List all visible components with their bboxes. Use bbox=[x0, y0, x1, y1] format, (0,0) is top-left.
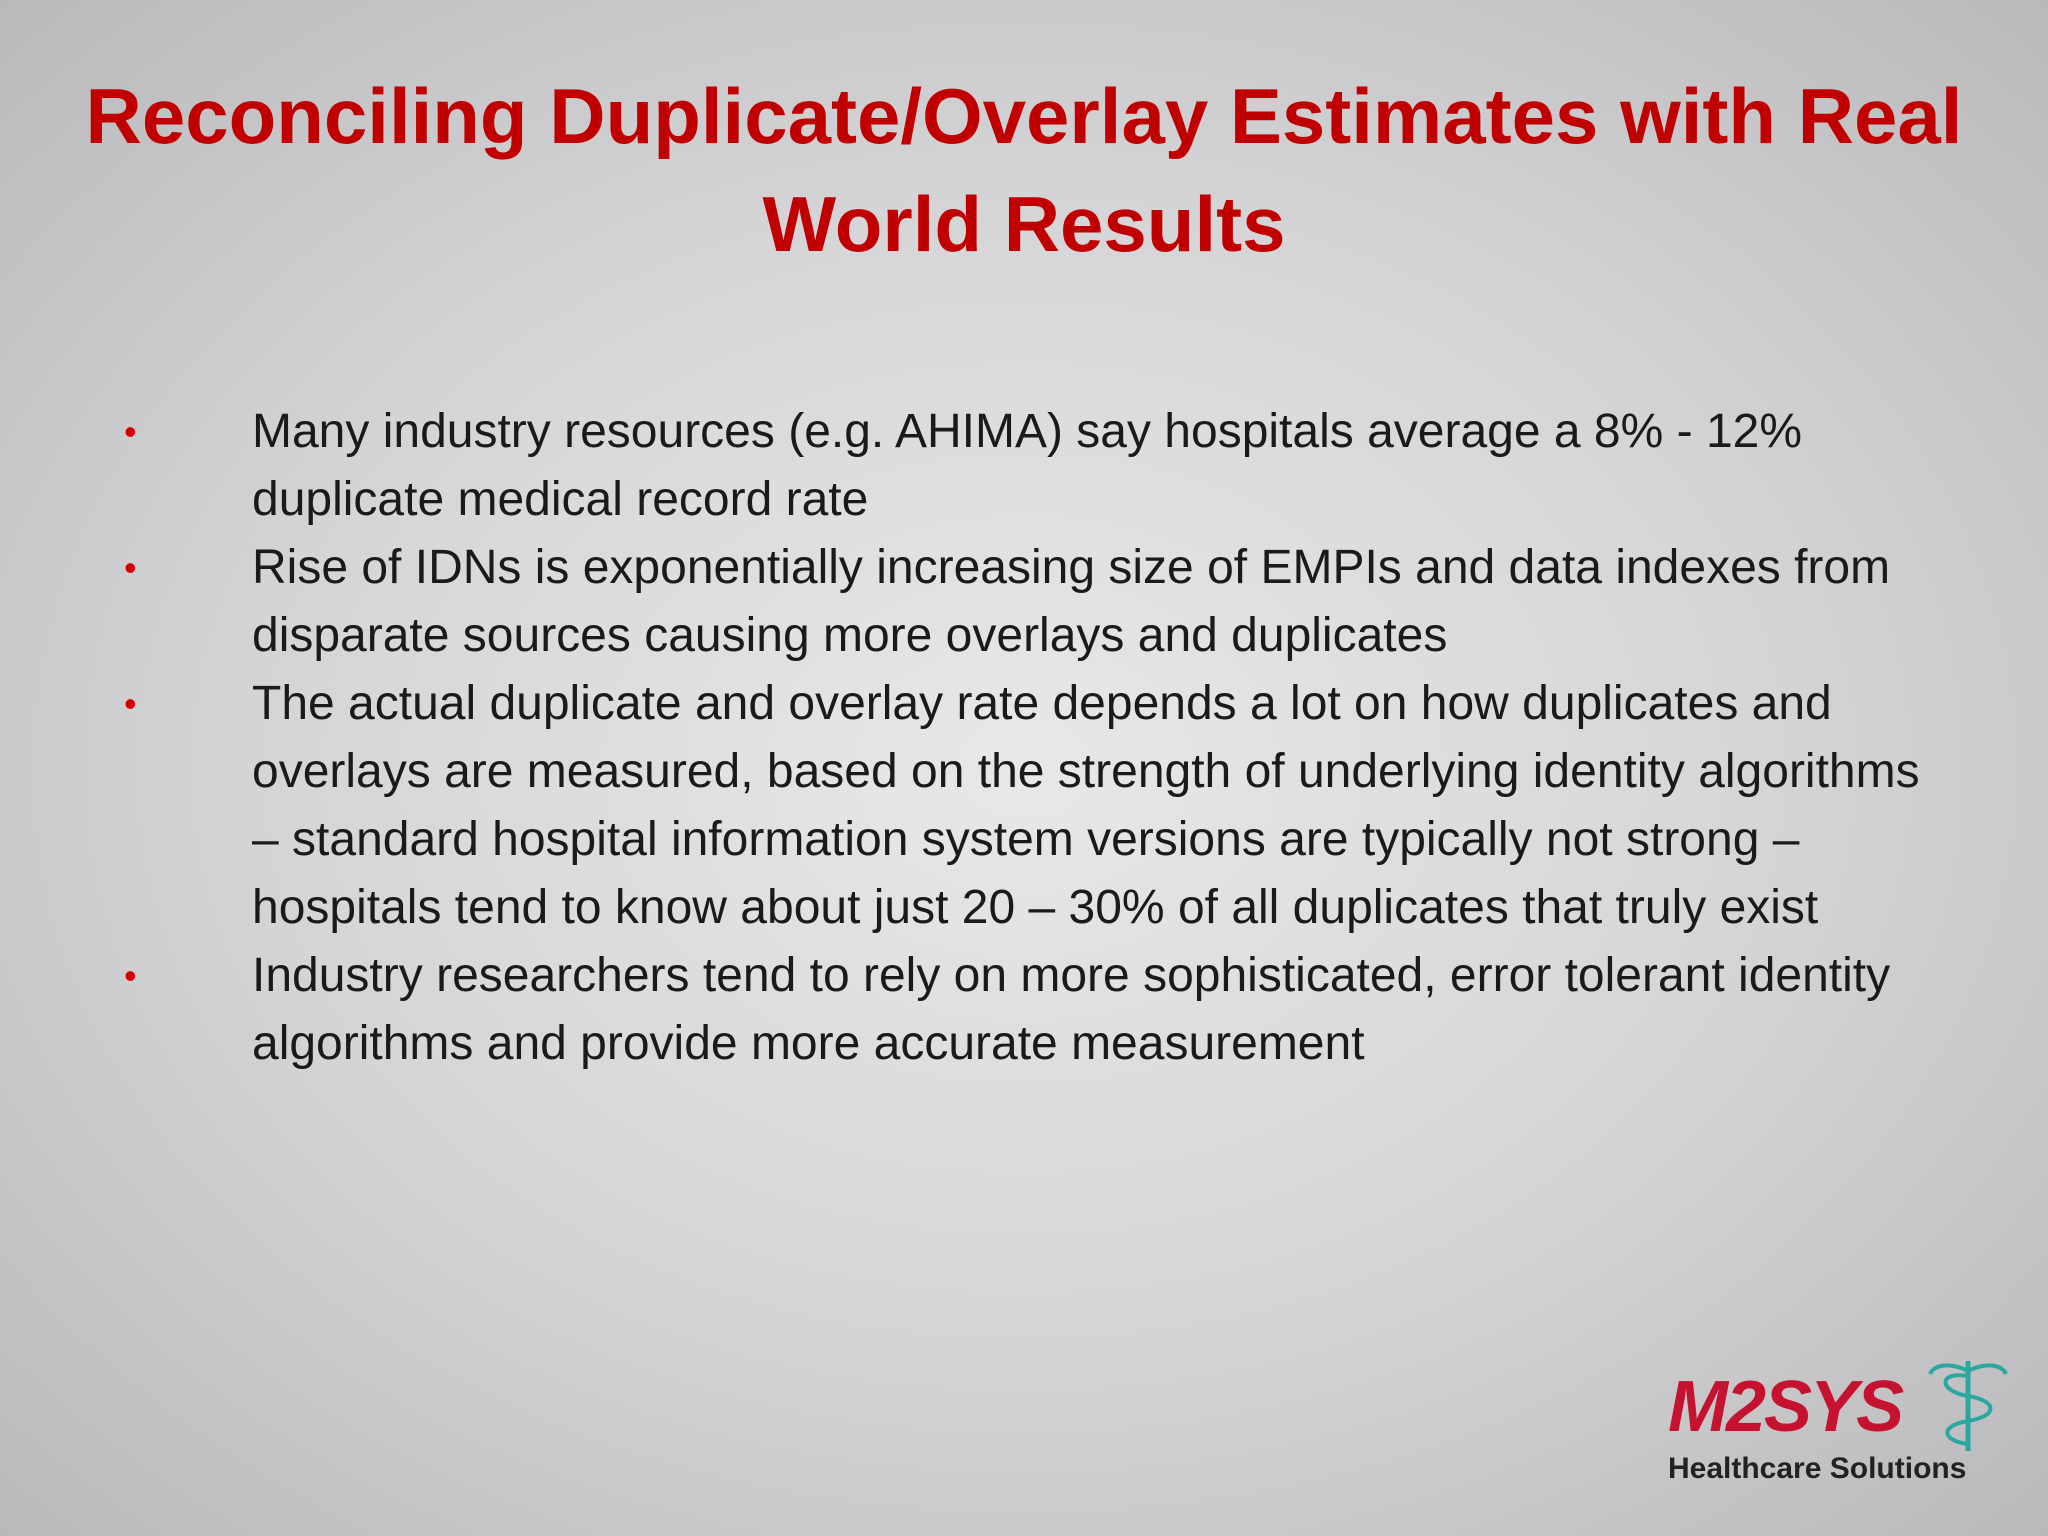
bullet-list: • Many industry resources (e.g. AHIMA) sa… bbox=[120, 398, 1940, 1078]
bullet-text: Many industry resources (e.g. AHIMA) say… bbox=[252, 405, 1803, 526]
slide-title: Reconciling Duplicate/Overlay Estimates … bbox=[85, 72, 1963, 268]
bullet-text: Rise of IDNs is exponentially increasing… bbox=[252, 541, 1891, 662]
bullet-item: • Many industry resources (e.g. AHIMA) sa… bbox=[120, 398, 1940, 534]
logo-icon bbox=[1928, 1361, 2008, 1451]
bullet-item: • Rise of IDNs is exponentially increasin… bbox=[120, 534, 1940, 670]
bullet-item: • Industry researchers tend to rely on mo… bbox=[120, 942, 1940, 1078]
logo-tagline: Healthcare Solutions bbox=[1668, 1452, 1967, 1485]
bullet-marker: • bbox=[124, 955, 137, 996]
logo: M2SYS Healthcare Solutions bbox=[1668, 1361, 2008, 1496]
logo-name: M2SYS bbox=[1668, 1367, 1904, 1447]
bullet-marker: • bbox=[124, 547, 137, 588]
bullet-item: • The actual duplicate and overlay rate d… bbox=[120, 670, 1940, 942]
bullet-marker: • bbox=[124, 411, 137, 452]
bullet-marker: • bbox=[124, 683, 137, 724]
bullet-text: The actual duplicate and overlay rate de… bbox=[252, 677, 1920, 934]
bullet-text: Industry researchers tend to rely on mor… bbox=[252, 949, 1891, 1070]
